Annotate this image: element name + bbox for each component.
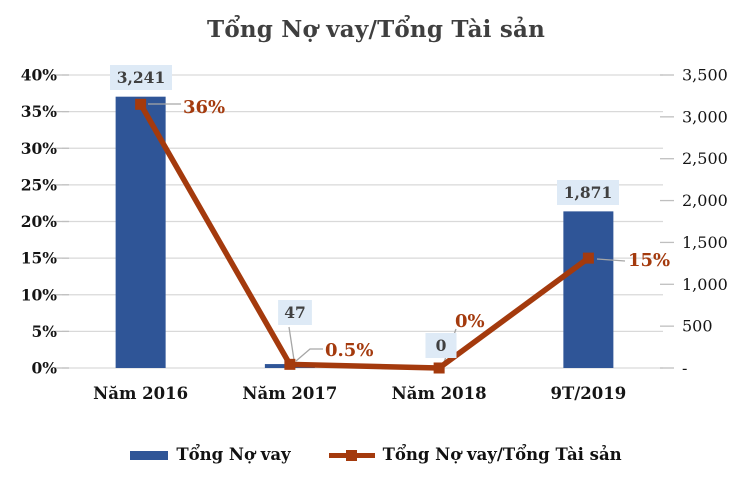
x-axis-label: Năm 2018 [392,384,487,403]
line-marker-1 [284,358,296,370]
right-axis-label: 500 [682,317,713,336]
right-axis-label: 1,000 [682,275,728,294]
value-label: 0 [436,336,447,355]
line-marker-2 [433,362,445,374]
leader-line [288,326,323,362]
left-axis-label: 25% [21,175,58,194]
pct-label: 36% [183,97,225,118]
right-axis-label: 1,500 [682,233,728,252]
line-marker-3 [582,252,594,264]
legend-bar-swatch-icon [130,450,169,460]
value-label-box [110,65,172,90]
value-label: 1,871 [564,183,613,202]
left-axis-label: 5% [31,322,57,341]
chart-title: Tổng Nợ vay/Tổng Tài sản [207,16,545,43]
leader-line [596,258,626,262]
left-axis-label: 35% [21,102,58,121]
right-axis-label: - [682,359,687,378]
value-label: 47 [284,303,306,322]
pct-label: 0% [455,311,485,332]
line-series [138,102,591,371]
left-axis-label: 20% [21,212,58,231]
x-axis-label: 9T/2019 [551,384,627,403]
right-axis-label: 3,000 [682,107,728,126]
legend: Tổng Nợ vay Tổng Nợ vay/Tổng Tài sản [0,445,752,464]
legend-line-label: Tổng Nợ vay/Tổng Tài sản [382,445,622,464]
right-axis-label: 2,000 [682,191,728,210]
right-axis-label: 2,500 [682,149,728,168]
x-axis-label: Năm 2016 [93,384,188,403]
value-label-box [425,333,457,358]
pct-label: 15% [628,250,670,271]
bar-0 [115,96,166,368]
left-axis-label: 0% [31,359,57,378]
value-label-box [278,300,312,325]
value-label: 3,241 [117,68,166,87]
left-axis-label: 15% [21,249,58,268]
legend-bar-label: Tổng Nợ vay [176,445,291,464]
legend-item-line: Tổng Nợ vay/Tổng Tài sản [328,445,622,464]
legend-item-bar: Tổng Nợ vay [130,445,291,464]
left-axis-label: 40% [21,66,58,85]
line-marker-0 [135,98,147,110]
pct-label: 0.5% [325,340,373,361]
left-axis-label: 10% [21,285,58,304]
right-axis-label: 3,500 [682,66,728,85]
legend-line-swatch-icon [328,449,375,461]
legend-line-marker-icon [345,449,357,461]
left-axis-label: 30% [21,139,58,158]
bar-3 [563,211,614,368]
x-axis-label: Năm 2017 [242,384,337,403]
value-label-box [557,180,619,205]
